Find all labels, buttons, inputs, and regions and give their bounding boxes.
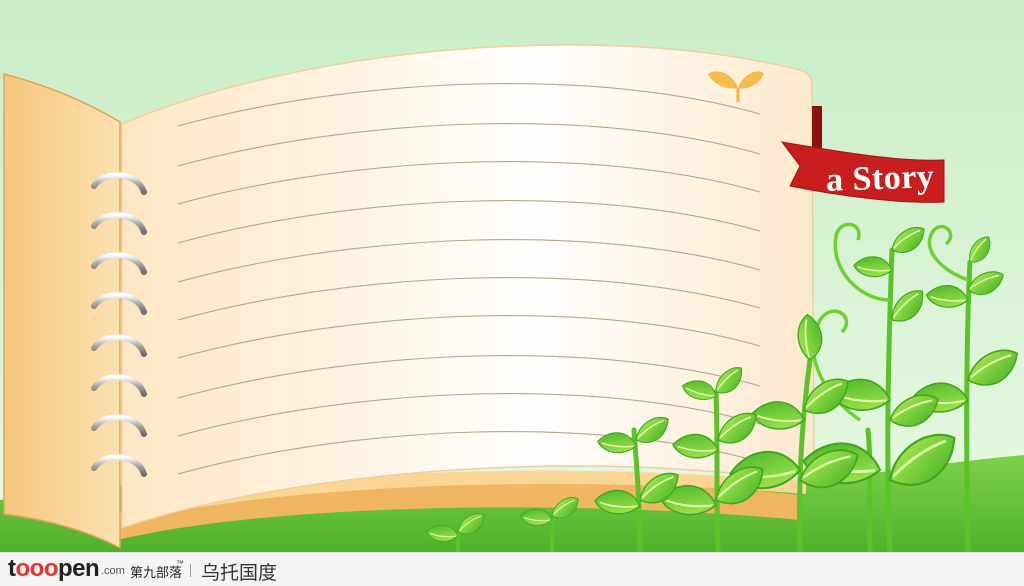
bookmark-label: a Story [825, 158, 935, 199]
watermark-trademark: ™ [176, 559, 184, 568]
bookmark-ribbon [780, 106, 945, 203]
watermark-author: 乌托国度 [201, 563, 278, 584]
watermark-bar: tooopen .com 第九部落 ™ 乌托国度 [0, 552, 1024, 586]
left-cover [3, 73, 121, 550]
watermark-logo: tooopen [8, 555, 100, 582]
notebook-illustration [0, 0, 1024, 552]
watermark-domain: .com [101, 565, 125, 577]
sprout-emblem-icon [708, 71, 764, 102]
spiral-binding [91, 172, 147, 477]
watermark-brand: 第九部落 [130, 565, 183, 580]
watermark-separator [190, 564, 191, 577]
notebook-page [121, 44, 815, 530]
green-plants [424, 222, 1024, 552]
